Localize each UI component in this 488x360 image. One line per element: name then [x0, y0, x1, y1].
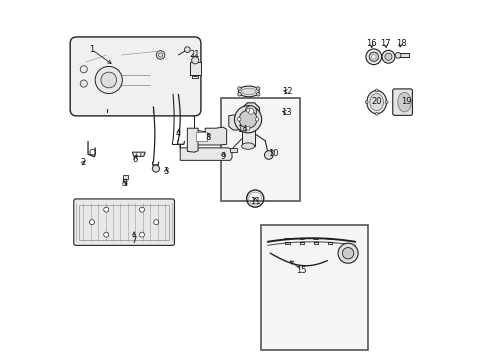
Circle shape — [80, 66, 87, 73]
Text: 7: 7 — [131, 235, 136, 244]
Circle shape — [191, 57, 198, 64]
Text: 10: 10 — [267, 149, 278, 158]
Polygon shape — [228, 115, 244, 130]
Circle shape — [101, 72, 116, 88]
Circle shape — [103, 232, 108, 237]
Circle shape — [136, 152, 141, 157]
Polygon shape — [194, 116, 226, 145]
Circle shape — [264, 151, 272, 159]
Bar — [80, 204, 168, 240]
Circle shape — [394, 53, 400, 58]
Circle shape — [156, 51, 164, 59]
Polygon shape — [132, 152, 145, 157]
Text: 14: 14 — [237, 126, 247, 135]
Circle shape — [381, 50, 394, 63]
Bar — [397, 53, 408, 58]
Ellipse shape — [241, 143, 254, 149]
Circle shape — [95, 66, 122, 94]
Circle shape — [368, 52, 378, 62]
Circle shape — [247, 109, 253, 114]
Circle shape — [374, 89, 377, 92]
Text: 21: 21 — [189, 50, 199, 59]
Text: 19: 19 — [400, 97, 410, 106]
Circle shape — [385, 101, 387, 104]
Text: 12: 12 — [282, 87, 292, 96]
FancyBboxPatch shape — [392, 89, 411, 115]
Bar — [221, 98, 299, 202]
Circle shape — [255, 117, 258, 121]
Bar — [260, 225, 367, 350]
Circle shape — [153, 220, 159, 225]
Circle shape — [374, 112, 377, 115]
Text: 8: 8 — [205, 132, 210, 141]
Text: 6: 6 — [133, 155, 138, 164]
Circle shape — [246, 109, 249, 112]
Text: 4: 4 — [175, 129, 181, 138]
Text: 1: 1 — [89, 45, 94, 54]
Text: 17: 17 — [380, 39, 390, 48]
Bar — [196, 132, 206, 141]
Ellipse shape — [366, 90, 386, 114]
Polygon shape — [187, 128, 198, 152]
Circle shape — [365, 49, 381, 64]
Ellipse shape — [238, 86, 259, 97]
Circle shape — [152, 165, 159, 172]
Text: 16: 16 — [365, 39, 376, 48]
Circle shape — [256, 93, 259, 96]
Ellipse shape — [241, 88, 255, 95]
Bar — [230, 148, 236, 152]
Circle shape — [371, 55, 375, 59]
Circle shape — [89, 220, 94, 225]
Circle shape — [384, 53, 391, 60]
Text: 15: 15 — [296, 266, 306, 275]
Circle shape — [237, 93, 241, 96]
Bar — [241, 119, 254, 146]
Circle shape — [80, 80, 87, 87]
Text: 9: 9 — [220, 152, 225, 161]
Circle shape — [244, 106, 256, 117]
Circle shape — [139, 207, 144, 212]
Circle shape — [237, 117, 241, 121]
FancyBboxPatch shape — [74, 199, 174, 246]
Text: 13: 13 — [281, 108, 291, 117]
Circle shape — [365, 101, 367, 104]
FancyBboxPatch shape — [70, 37, 201, 116]
Circle shape — [239, 111, 257, 128]
Circle shape — [246, 126, 249, 130]
Bar — [189, 62, 200, 75]
Circle shape — [256, 87, 259, 90]
Circle shape — [237, 87, 241, 90]
Polygon shape — [242, 103, 259, 120]
Circle shape — [342, 248, 353, 259]
Text: 20: 20 — [371, 97, 381, 106]
Circle shape — [139, 232, 144, 237]
Text: 11: 11 — [249, 197, 260, 206]
Circle shape — [337, 243, 357, 263]
Text: 18: 18 — [395, 39, 406, 48]
Text: 2: 2 — [80, 158, 85, 167]
Circle shape — [184, 47, 190, 53]
Ellipse shape — [369, 94, 383, 111]
Circle shape — [103, 207, 108, 212]
Polygon shape — [180, 144, 231, 160]
Ellipse shape — [397, 92, 410, 112]
Text: 5: 5 — [121, 179, 126, 188]
Text: 3: 3 — [163, 167, 168, 176]
Bar — [123, 175, 128, 179]
Circle shape — [234, 106, 261, 133]
